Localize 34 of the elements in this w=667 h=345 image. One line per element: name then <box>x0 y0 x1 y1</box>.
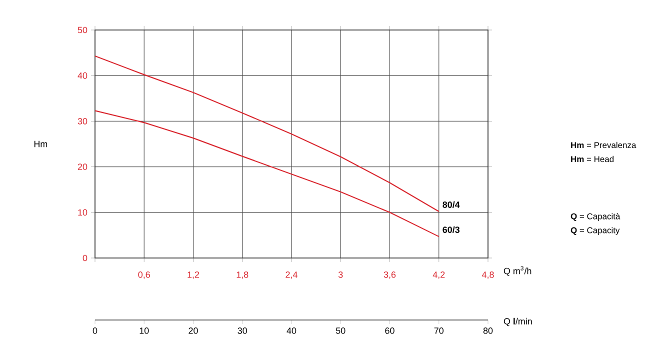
text: Hm = Head <box>571 156 614 162</box>
line-series <box>94 110 440 238</box>
x-tick-label: 2,4 <box>286 271 298 279</box>
y-tick-label: 30 <box>78 118 88 124</box>
y-axis-title: Hm <box>34 140 48 148</box>
text: Q = Capacity <box>570 227 620 235</box>
x-tick-label: 1,8 <box>236 271 248 279</box>
x-tick-label: 4,2 <box>432 271 445 279</box>
y-tick-label: 50 <box>78 26 88 34</box>
x2-tick-label: 0 <box>92 328 98 334</box>
x2-tick-label: 50 <box>336 328 346 334</box>
x-tick-label: 3,6 <box>384 271 396 279</box>
x-tick-label: 1,2 <box>188 271 200 279</box>
x2-tick-label: 20 <box>188 328 198 334</box>
y-tick-label: 20 <box>78 164 88 170</box>
series-label: 60/3 <box>442 226 460 234</box>
x-tick-label: 3 <box>338 271 343 278</box>
x2-tick-label: 70 <box>434 328 444 334</box>
x2-tick-label: 80 <box>483 328 493 334</box>
text: Q = Capacità <box>570 213 620 221</box>
x2-tick-label: 40 <box>286 328 296 334</box>
line-series <box>94 55 440 212</box>
y-tick-label: 10 <box>78 209 88 216</box>
x-tick-label: 0,6 <box>138 271 150 279</box>
y-tick-label: 40 <box>78 72 88 79</box>
text: Hm = Prevalenza <box>571 142 636 148</box>
x2-tick-label: 10 <box>140 328 149 334</box>
x2-axis-title: Q l/min <box>504 318 532 326</box>
y-tick-label: 0 <box>82 254 88 262</box>
x-axis-title: Q m$^{3}$/h <box>504 266 532 276</box>
x2-tick-label: 30 <box>238 328 248 334</box>
series-label: 80/4 <box>442 201 460 208</box>
x-tick-label: 4,8 <box>482 271 494 279</box>
x2-tick-label: 60 <box>385 328 394 334</box>
